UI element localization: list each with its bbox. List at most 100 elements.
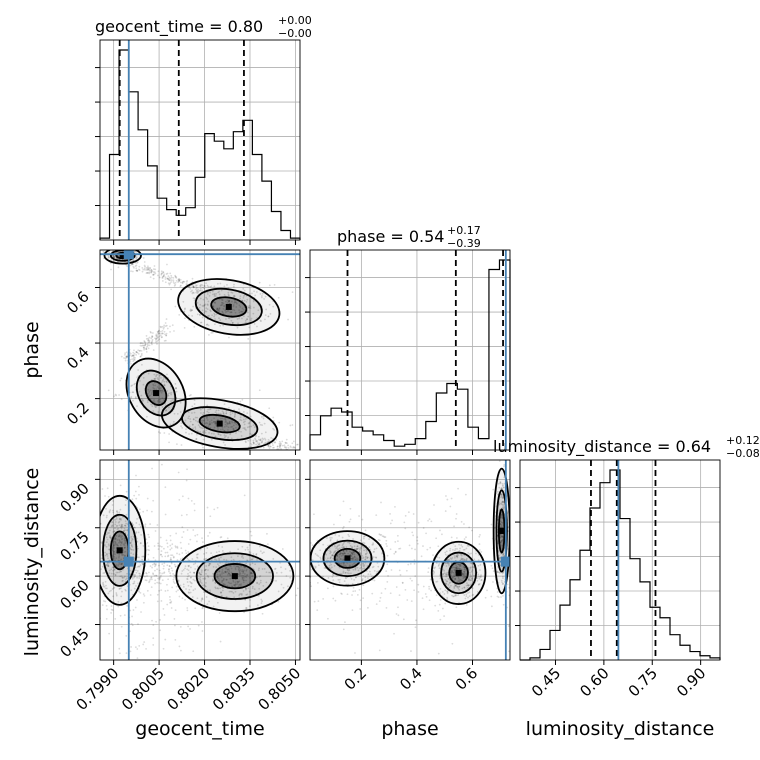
hist-bin-geocent_time-18 <box>271 212 281 241</box>
panel-luminosity-distance-hist <box>515 459 721 665</box>
hist-bin-phase-11 <box>426 422 437 451</box>
ytick-label-phase-2: 0.6 <box>63 288 93 318</box>
xtick-label-luminosity_distance-3: 0.90 <box>673 664 709 700</box>
ylabel-luminosity-distance: luminosity_distance <box>21 468 43 657</box>
panel-content <box>100 460 300 660</box>
panel-luminosity-distance-vs-phase <box>305 459 511 665</box>
title-phase-upper: +0.17 <box>447 224 481 237</box>
hist-bin-geocent_time-11 <box>205 134 215 240</box>
title-phase: phase = 0.54 <box>337 227 444 246</box>
density-peak <box>231 573 238 580</box>
density-peak <box>119 252 126 259</box>
grid-lines <box>100 40 300 240</box>
hist-bin-phase-8 <box>394 446 405 450</box>
hist-bin-phase-6 <box>373 435 384 450</box>
panel-frame <box>99 459 301 661</box>
hist-bin-phase-12 <box>436 393 447 450</box>
hist-bin-luminosity_distance-10 <box>620 519 630 660</box>
xtick-label-geocent_time-4: 0.8050 <box>254 664 304 714</box>
grid-lines <box>100 460 300 660</box>
title-geocent-time-upper: +0.00 <box>278 14 312 27</box>
title-phase-lower: −0.39 <box>447 237 481 250</box>
panel-frame <box>309 249 511 451</box>
panel-content <box>100 250 300 450</box>
hist-bin-geocent_time-3 <box>129 92 139 240</box>
truth-marker <box>500 556 510 567</box>
ytick-label-phase-1: 0.4 <box>63 343 93 373</box>
hist-bin-luminosity_distance-12 <box>640 582 650 660</box>
title-geocent-time: geocent_time = 0.80 <box>95 17 263 37</box>
contour-1-2 <box>213 563 257 590</box>
contour-1-1 <box>195 552 274 600</box>
hist-bin-geocent_time-17 <box>262 181 272 240</box>
hist-bin-phase-10 <box>415 439 426 450</box>
panel-content <box>310 460 510 660</box>
contour-2-2 <box>198 413 241 434</box>
grid-lines <box>100 250 300 450</box>
contour-0-0 <box>100 494 147 606</box>
title-luminosity-distance: luminosity_distance = 0.64 <box>493 437 711 457</box>
density-peak <box>216 420 223 427</box>
density-peak <box>344 555 351 562</box>
panel-phase-vs-geocent-time <box>95 249 301 455</box>
xlabel-luminosity-distance: luminosity_distance <box>526 718 715 740</box>
hist-bin-geocent_time-16 <box>252 155 262 241</box>
xtick-label-phase-2: 0.6 <box>452 664 482 694</box>
hist-bin-luminosity_distance-2 <box>540 649 550 660</box>
hist-bin-geocent_time-7 <box>167 210 177 240</box>
hist-bin-geocent_time-6 <box>157 198 167 240</box>
xtick-label-geocent_time-1: 0.8005 <box>118 664 168 714</box>
contour-0-1 <box>322 539 373 578</box>
density-contours <box>103 250 281 450</box>
xtick-label-phase-0: 0.2 <box>341 664 371 694</box>
xtick-label-geocent_time-0: 0.7990 <box>73 664 123 714</box>
histogram-step-phase <box>309 259 511 450</box>
hist-bin-phase-4 <box>352 427 363 450</box>
hist-bin-luminosity_distance-4 <box>560 605 570 660</box>
hist-bin-phase-14 <box>457 389 468 450</box>
panel-frame <box>519 459 721 661</box>
hist-bin-phase-15 <box>468 427 479 450</box>
hist-bin-geocent_time-9 <box>186 208 196 240</box>
hist-bin-phase-18 <box>499 260 510 450</box>
hist-bin-luminosity_distance-8 <box>600 483 610 660</box>
contour-3-2 <box>144 380 168 406</box>
hist-bin-phase-2 <box>331 408 342 450</box>
hist-bin-geocent_time-4 <box>138 130 148 240</box>
hist-bin-phase-7 <box>384 441 395 451</box>
density-peak <box>225 303 232 310</box>
contour-0-0 <box>103 250 142 265</box>
hist-bin-phase-17 <box>489 270 500 451</box>
hist-bin-luminosity_distance-11 <box>630 559 640 660</box>
title-geocent-time-lower: −0.00 <box>278 27 312 40</box>
panel-frame <box>99 39 301 241</box>
hist-bin-luminosity_distance-5 <box>570 580 580 660</box>
panel-luminosity-distance-vs-geocent-time <box>95 459 301 665</box>
contour-2-1 <box>495 489 508 573</box>
hist-bin-geocent_time-10 <box>195 177 205 240</box>
contour-1-0 <box>175 540 295 613</box>
hist-bin-luminosity_distance-17 <box>690 652 700 660</box>
ytick-label-luminosity_distance-2: 0.75 <box>56 528 92 564</box>
hist-bin-luminosity_distance-15 <box>670 635 680 660</box>
density-peak <box>153 390 160 397</box>
contour-1-0 <box>430 540 487 605</box>
hist-bin-luminosity_distance-3 <box>550 630 560 660</box>
title-luminosity-distance-base: luminosity_distance = 0.64 <box>493 437 711 457</box>
hist-bin-luminosity_distance-14 <box>660 618 670 660</box>
histogram-step-luminosity_distance <box>520 469 721 661</box>
contour-1-1 <box>440 551 478 595</box>
ytick-label-luminosity_distance-3: 0.90 <box>56 479 92 515</box>
xlabel-geocent-time: geocent_time <box>135 718 264 740</box>
contour-3-1 <box>135 369 177 417</box>
panel-phase-hist <box>305 249 511 455</box>
panel-frame <box>309 459 511 661</box>
contour-2-0 <box>160 397 279 450</box>
xtick-label-luminosity_distance-1: 0.60 <box>576 664 612 700</box>
xlabel-phase: phase <box>381 718 438 740</box>
density-peak <box>116 547 123 554</box>
density-peak <box>455 569 462 576</box>
title-luminosity-distance-lower: −0.08 <box>726 447 760 460</box>
hist-bin-geocent_time-12 <box>214 141 224 240</box>
